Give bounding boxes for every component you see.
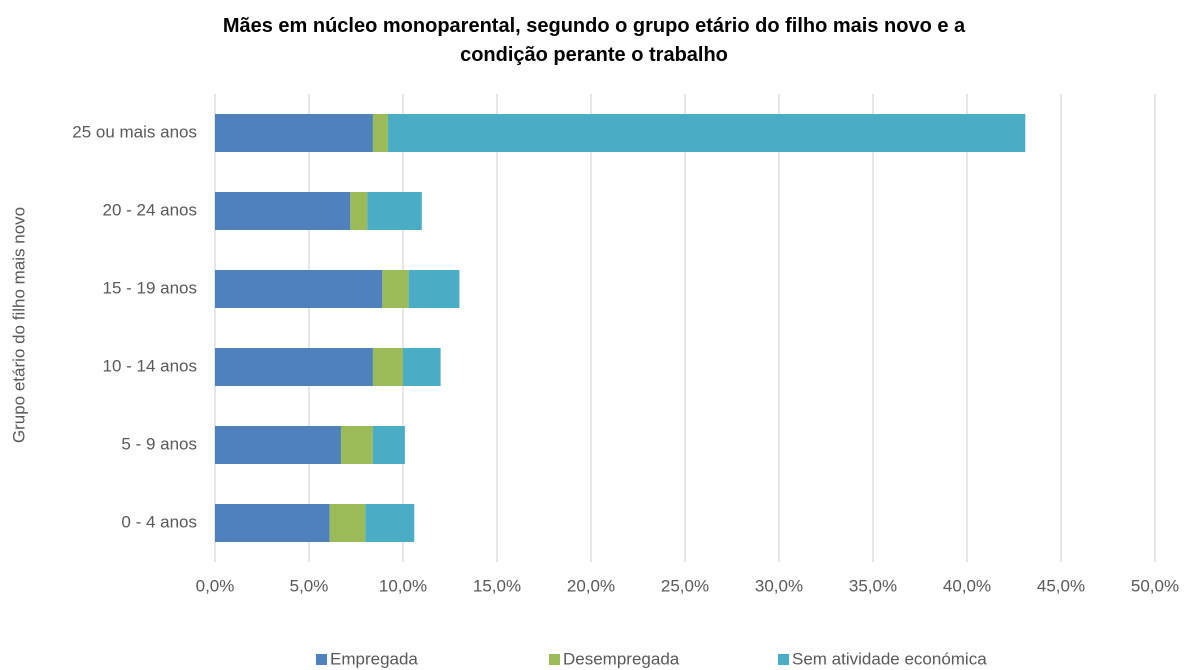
y-tick-label: 10 - 14 anos [102,356,197,375]
bar-segment [329,504,366,542]
bar-segment [408,270,460,308]
bar-segment [403,348,441,386]
bar-segment [215,504,330,542]
bar-segment [340,426,373,464]
x-tick-label: 25,0% [661,576,709,595]
x-tick-label: 5,0% [290,576,329,595]
chart-title: Mães em núcleo monoparental, segundo o g… [222,15,966,66]
bar-segment [365,504,415,542]
y-tick-label: 0 - 4 anos [121,512,197,531]
y-axis-label: Grupo etário do filho mais novo [9,207,28,443]
x-tick-label: 20,0% [567,576,615,595]
legend-label: Empregada [330,649,418,668]
y-tick-label: 20 - 24 anos [102,200,197,219]
bar-segment [372,426,405,464]
y-tick-label: 15 - 19 anos [102,278,197,297]
bar-segment [215,348,373,386]
bar-segment [215,426,341,464]
bar-segment [215,192,351,230]
legend-label: Sem atividade económica [792,649,987,668]
legend-swatch [316,654,327,665]
bar-segment [367,192,422,230]
bar-segment [382,270,409,308]
bar-segment [372,114,388,152]
bar-segment [387,114,1026,152]
legend-label: Desempregada [563,649,680,668]
x-tick-label: 15,0% [473,576,521,595]
x-tick-label: 50,0% [1131,576,1179,595]
bar-segment [350,192,368,230]
bar-segment [372,348,403,386]
bar-segment [215,114,373,152]
x-tick-label: 35,0% [849,576,897,595]
y-tick-label: 5 - 9 anos [121,434,197,453]
legend-swatch [549,654,560,665]
bar-segment [215,270,383,308]
x-tick-label: 0,0% [196,576,235,595]
x-tick-label: 10,0% [379,576,427,595]
x-tick-label: 40,0% [943,576,991,595]
y-tick-label: 25 ou mais anos [72,122,197,141]
x-tick-label: 30,0% [755,576,803,595]
x-tick-label: 45,0% [1037,576,1085,595]
legend-swatch [778,654,789,665]
